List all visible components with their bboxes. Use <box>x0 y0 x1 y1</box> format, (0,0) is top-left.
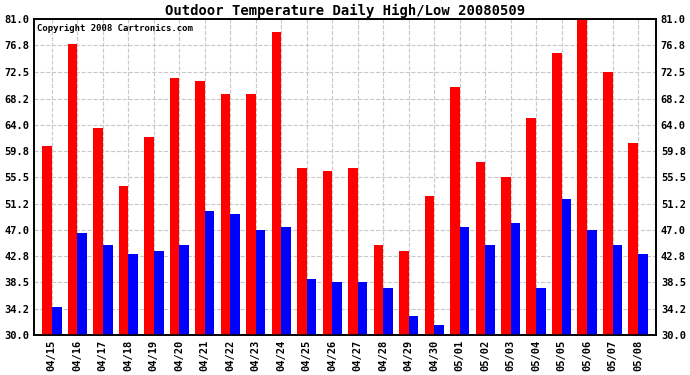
Bar <box>501 177 511 335</box>
Bar <box>230 214 240 335</box>
Bar <box>399 251 408 335</box>
Bar <box>348 168 357 335</box>
Bar <box>52 307 61 335</box>
Bar <box>424 196 434 335</box>
Bar <box>144 137 154 335</box>
Bar <box>128 254 138 335</box>
Bar <box>119 186 128 335</box>
Bar <box>511 224 520 335</box>
Bar <box>408 316 418 335</box>
Title: Outdoor Temperature Daily High/Low 20080509: Outdoor Temperature Daily High/Low 20080… <box>165 4 525 18</box>
Bar <box>434 326 444 335</box>
Bar <box>93 128 103 335</box>
Bar <box>195 81 205 335</box>
Bar <box>179 245 189 335</box>
Bar <box>77 233 87 335</box>
Bar <box>603 72 613 335</box>
Text: Copyright 2008 Cartronics.com: Copyright 2008 Cartronics.com <box>37 24 193 33</box>
Bar <box>297 168 307 335</box>
Bar <box>221 94 230 335</box>
Bar <box>460 226 469 335</box>
Bar <box>307 279 317 335</box>
Bar <box>154 251 164 335</box>
Bar <box>282 226 291 335</box>
Bar <box>170 78 179 335</box>
Bar <box>613 245 622 335</box>
Bar <box>42 146 52 335</box>
Bar <box>552 54 562 335</box>
Bar <box>68 44 77 335</box>
Bar <box>562 199 571 335</box>
Bar <box>383 288 393 335</box>
Bar <box>526 118 536 335</box>
Bar <box>103 245 112 335</box>
Bar <box>638 254 648 335</box>
Bar <box>475 162 485 335</box>
Bar <box>450 87 460 335</box>
Bar <box>373 245 383 335</box>
Bar <box>322 171 333 335</box>
Bar <box>205 211 215 335</box>
Bar <box>536 288 546 335</box>
Bar <box>246 94 256 335</box>
Bar <box>357 282 368 335</box>
Bar <box>485 245 495 335</box>
Bar <box>333 282 342 335</box>
Bar <box>578 20 587 335</box>
Bar <box>256 230 266 335</box>
Bar <box>587 230 597 335</box>
Bar <box>272 32 282 335</box>
Bar <box>629 143 638 335</box>
